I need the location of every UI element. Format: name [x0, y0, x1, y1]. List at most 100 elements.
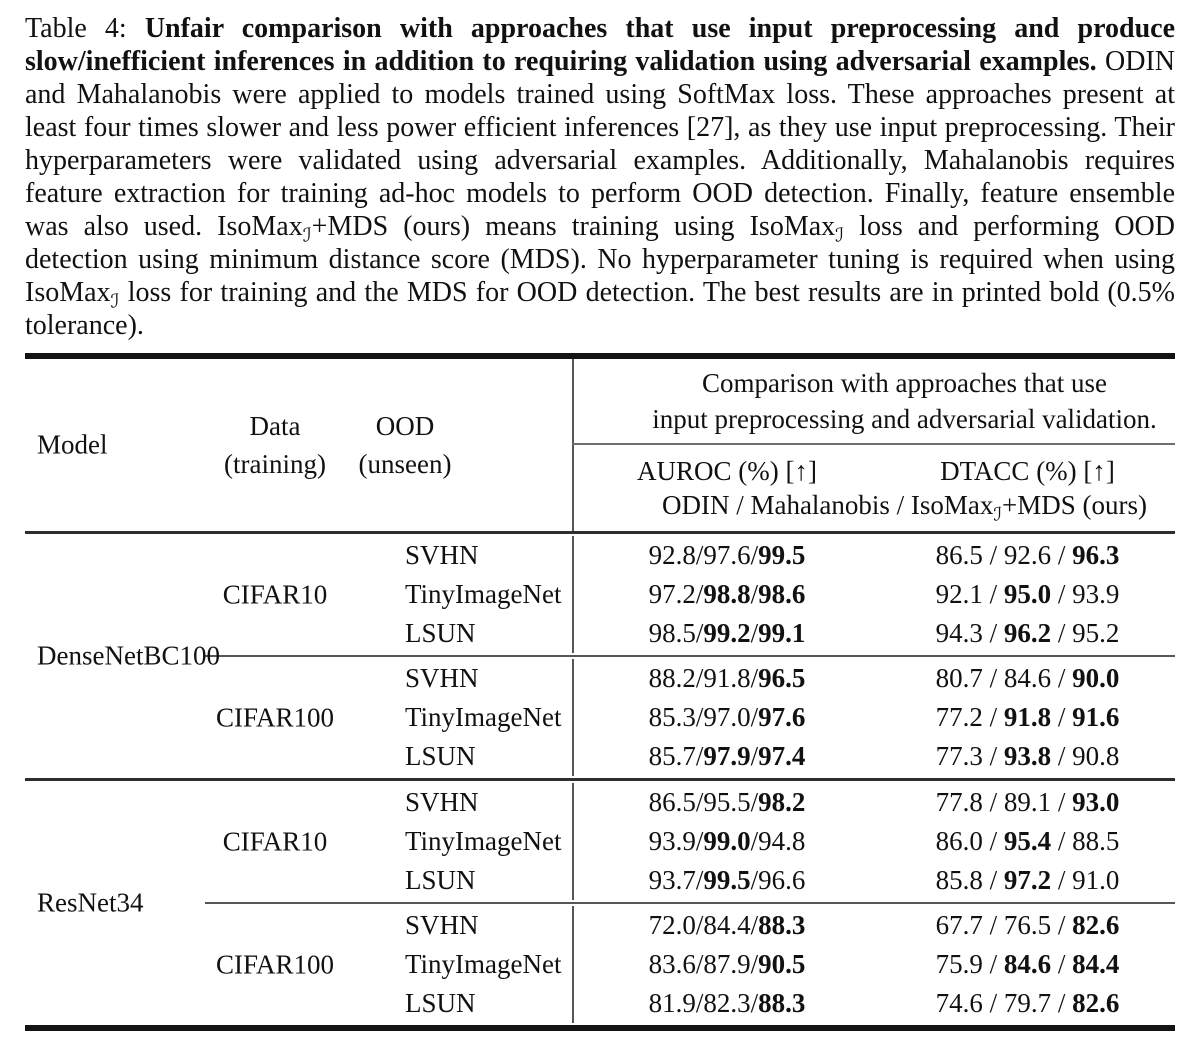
dtacc-mahalanobis-value: 97.2: [1003, 865, 1052, 895]
value-separator: /: [1051, 988, 1073, 1018]
dtacc-values-cell: 77.3 / 93.8 / 90.8: [880, 741, 1175, 772]
comparison-title-line1: Comparison with approaches that use: [702, 368, 1107, 398]
isomax-subscript: ℐ: [993, 504, 1003, 525]
column-header-ood-line1: OOD: [375, 411, 435, 441]
auroc-odin-value: 92.8: [648, 540, 696, 570]
table-row: TinyImageNet 85.3 / 97.0 / 97.6 77.2 / 9…: [25, 698, 1175, 737]
auroc-isomax-value: 96.6: [758, 865, 806, 895]
auroc-isomax-value: 94.8: [758, 826, 806, 856]
training-data-name: CIFAR10: [222, 826, 328, 856]
value-separator: /: [695, 663, 704, 693]
auroc-isomax-value: 98.2: [758, 787, 806, 817]
ood-dataset-cell: TinyImageNet: [405, 826, 562, 856]
table-row: SVHN 72.0 / 84.4 / 88.3 67.7 / 76.5 / 82…: [25, 906, 1175, 945]
auroc-odin-value: 88.2: [648, 663, 696, 693]
dtacc-isomax-value: 93.9: [1072, 579, 1120, 609]
caption-body: loss for training and the MDS for OOD de…: [25, 277, 1175, 341]
isomax-subscript: ℐ: [110, 291, 120, 313]
value-separator: /: [750, 579, 759, 609]
value-separator: /: [695, 540, 704, 570]
header-body-rule: [25, 531, 1175, 534]
value-separator: /: [695, 910, 704, 940]
auroc-mahalanobis-value: 98.8: [703, 579, 751, 609]
dtacc-odin-value: 86.5: [935, 540, 983, 570]
auroc-values-cell: 93.7 / 99.5 / 96.6: [572, 861, 880, 900]
dtacc-mahalanobis-value: 84.6: [1003, 949, 1052, 979]
auroc-values-cell: 93.9 / 99.0 / 94.8: [572, 822, 880, 861]
dtacc-odin-value: 94.3: [935, 618, 983, 648]
dtacc-odin-value: 80.7: [935, 663, 983, 693]
auroc-values-cell: 92.8 / 97.6 / 99.5: [572, 536, 880, 575]
table-row: TinyImageNet 97.2 / 98.8 / 98.6 92.1 / 9…: [25, 575, 1175, 614]
dtacc-odin-value: 85.8: [935, 865, 983, 895]
column-header-dtacc: DTACC (%) [↑]: [940, 456, 1115, 486]
dtacc-isomax-value: 90.8: [1072, 741, 1120, 771]
dtacc-mahalanobis-value: 96.2: [1003, 618, 1052, 648]
dtacc-odin-value: 74.6: [935, 988, 983, 1018]
value-separator: /: [750, 787, 759, 817]
value-separator: /: [695, 741, 704, 771]
auroc-values-cell: 85.7 / 97.9 / 97.4: [572, 737, 880, 776]
value-separator: /: [982, 663, 1004, 693]
dtacc-mahalanobis-value: 95.4: [1003, 826, 1052, 856]
ood-dataset-cell: LSUN: [405, 988, 476, 1018]
dtacc-isomax-value: 84.4: [1072, 949, 1120, 979]
dtacc-values-cell: 94.3 / 96.2 / 95.2: [880, 618, 1175, 649]
value-separator: /: [1051, 741, 1073, 771]
dtacc-mahalanobis-value: 76.5: [1003, 910, 1052, 940]
data-block-cifar10: CIFAR10 SVHN 92.8 / 97.6 / 99.5 86.5 / 9…: [25, 534, 1175, 655]
table-header: Model Data (training) OOD (unseen) Compa…: [25, 359, 1175, 531]
data-block-cifar100: CIFAR100 SVHN 88.2 / 91.8 / 96.5 80.7 / …: [25, 657, 1175, 778]
value-separator: /: [750, 910, 759, 940]
table-bottom-rule: [25, 1025, 1175, 1031]
dtacc-isomax-value: 91.0: [1072, 865, 1120, 895]
dtacc-isomax-value: 88.5: [1072, 826, 1120, 856]
value-separator: /: [982, 910, 1004, 940]
auroc-mahalanobis-value: 97.9: [703, 741, 751, 771]
auroc-isomax-value: 97.6: [758, 702, 806, 732]
auroc-odin-value: 98.5: [648, 618, 696, 648]
auroc-mahalanobis-value: 84.4: [703, 910, 751, 940]
table-row: LSUN 81.9 / 82.3 / 88.3 74.6 / 79.7 / 82…: [25, 984, 1175, 1023]
auroc-isomax-value: 88.3: [758, 910, 806, 940]
caption-label: Table 4:: [25, 13, 145, 44]
dtacc-isomax-value: 95.2: [1072, 618, 1120, 648]
isomax-subscript: ℐ: [302, 225, 312, 247]
comparison-group-header: Comparison with approaches that use inpu…: [572, 359, 1175, 531]
dtacc-mahalanobis-value: 93.8: [1003, 741, 1052, 771]
table-row: TinyImageNet 93.9 / 99.0 / 94.8 86.0 / 9…: [25, 822, 1175, 861]
auroc-odin-value: 97.2: [648, 579, 696, 609]
methods-legend: ODIN / Mahalanobis / IsoMaxℐ+MDS (ours): [574, 488, 1175, 525]
auroc-odin-value: 85.3: [648, 702, 696, 732]
dtacc-values-cell: 86.0 / 95.4 / 88.5: [880, 826, 1175, 857]
value-separator: /: [982, 988, 1004, 1018]
dtacc-odin-value: 77.3: [935, 741, 983, 771]
training-data-name: CIFAR100: [215, 949, 335, 979]
value-separator: /: [1051, 618, 1073, 648]
dtacc-mahalanobis-value: 84.6: [1003, 663, 1052, 693]
model-group-resnet: ResNet34 CIFAR10 SVHN 86.5 / 95.5 / 98.2…: [25, 781, 1175, 1025]
ood-dataset-cell: LSUN: [405, 618, 476, 648]
dtacc-odin-value: 86.0: [935, 826, 983, 856]
dtacc-isomax-value: 82.6: [1072, 910, 1120, 940]
column-header-data-line1: Data: [249, 411, 301, 441]
training-data-name: CIFAR100: [215, 702, 335, 732]
value-separator: /: [1051, 949, 1073, 979]
value-separator: /: [1051, 702, 1073, 732]
column-header-auroc: AUROC (%) [↑]: [637, 456, 817, 486]
dtacc-values-cell: 80.7 / 84.6 / 90.0: [880, 663, 1175, 694]
dtacc-values-cell: 77.8 / 89.1 / 93.0: [880, 787, 1175, 818]
auroc-odin-value: 93.7: [648, 865, 696, 895]
auroc-odin-value: 93.9: [648, 826, 696, 856]
value-separator: /: [982, 787, 1004, 817]
table-top-rule: [25, 353, 1175, 359]
auroc-isomax-value: 99.1: [758, 618, 806, 648]
value-separator: /: [1051, 663, 1073, 693]
dtacc-values-cell: 74.6 / 79.7 / 82.6: [880, 988, 1175, 1019]
value-separator: /: [1051, 787, 1073, 817]
block-divider-rule: [205, 902, 1175, 904]
table-row: SVHN 88.2 / 91.8 / 96.5 80.7 / 84.6 / 90…: [25, 659, 1175, 698]
auroc-odin-value: 86.5: [648, 787, 696, 817]
value-separator: /: [750, 540, 759, 570]
value-separator: /: [695, 787, 704, 817]
